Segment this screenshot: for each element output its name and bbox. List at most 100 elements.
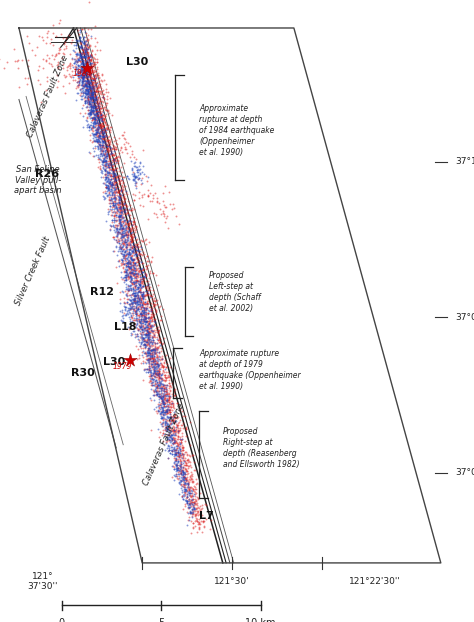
Point [119, 228, 127, 238]
Point [170, 457, 177, 467]
Point [148, 316, 156, 326]
Point [93, 116, 101, 126]
Point [131, 288, 138, 298]
Point [78, 83, 86, 93]
Point [122, 230, 129, 240]
Point [94, 120, 102, 130]
Point [143, 363, 150, 373]
Point [90, 86, 98, 96]
Point [75, 62, 82, 72]
Point [105, 179, 112, 188]
Point [176, 476, 184, 486]
Point [79, 68, 87, 78]
Point [71, 67, 78, 77]
Point [142, 310, 149, 320]
Point [92, 90, 100, 100]
Point [126, 258, 133, 268]
Point [146, 358, 153, 368]
Point [89, 88, 96, 98]
Point [155, 327, 162, 337]
Point [81, 37, 88, 47]
Point [149, 361, 157, 371]
Point [159, 391, 167, 401]
Point [166, 407, 173, 417]
Point [133, 328, 141, 338]
Point [157, 408, 165, 418]
Point [123, 239, 130, 249]
Point [171, 470, 178, 480]
Point [149, 377, 157, 387]
Point [159, 351, 166, 361]
Point [81, 51, 88, 61]
Point [90, 60, 97, 70]
Point [177, 458, 184, 468]
Point [157, 315, 164, 325]
Point [176, 446, 184, 456]
Point [122, 242, 130, 252]
Point [119, 249, 127, 259]
Point [85, 77, 93, 86]
Point [94, 89, 101, 99]
Point [182, 430, 190, 440]
Point [120, 197, 128, 207]
Point [125, 255, 132, 265]
Point [103, 140, 110, 150]
Point [102, 156, 110, 166]
Point [171, 411, 179, 420]
Point [169, 396, 176, 406]
Point [145, 279, 152, 289]
Point [99, 169, 106, 179]
Point [147, 322, 155, 332]
Point [11, 57, 19, 67]
Point [195, 523, 203, 533]
Point [190, 503, 198, 513]
Point [54, 62, 62, 72]
Point [94, 86, 102, 96]
Point [73, 88, 81, 98]
Point [110, 174, 118, 184]
Point [120, 199, 128, 209]
Point [135, 322, 143, 332]
Point [147, 306, 155, 316]
Point [85, 76, 92, 86]
Point [170, 437, 178, 447]
Point [139, 308, 147, 318]
Point [122, 226, 130, 236]
Point [142, 337, 150, 347]
Point [96, 113, 104, 123]
Point [144, 172, 152, 182]
Point [79, 58, 86, 68]
Point [78, 58, 86, 68]
Point [178, 434, 185, 443]
Point [84, 85, 92, 95]
Point [70, 58, 78, 68]
Point [114, 155, 122, 165]
Point [153, 383, 161, 393]
Point [50, 54, 57, 64]
Point [122, 223, 129, 233]
Point [132, 224, 139, 234]
Point [109, 187, 117, 197]
Point [152, 358, 160, 368]
Point [114, 237, 121, 247]
Point [164, 360, 171, 369]
Point [127, 242, 134, 252]
Point [179, 440, 186, 450]
Point [75, 77, 83, 86]
Point [144, 345, 152, 355]
Point [110, 141, 118, 151]
Point [95, 139, 103, 149]
Point [127, 277, 135, 287]
Point [55, 49, 62, 58]
Point [172, 437, 179, 447]
Point [161, 383, 168, 393]
Point [34, 65, 42, 75]
Point [195, 514, 203, 524]
Point [150, 208, 158, 218]
Point [164, 388, 171, 398]
Point [148, 305, 156, 315]
Point [114, 174, 122, 183]
Point [113, 220, 120, 230]
Point [177, 469, 184, 479]
Point [158, 395, 165, 405]
